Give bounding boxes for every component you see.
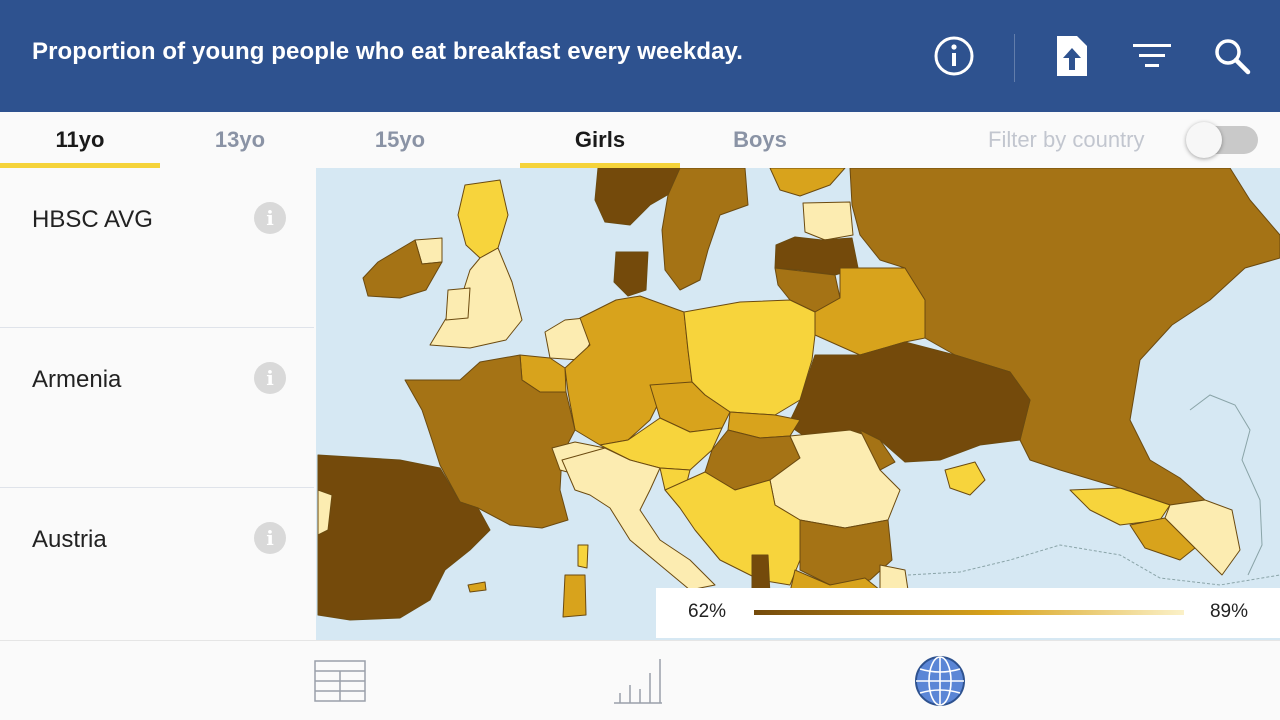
- list-item-hbsc-avg[interactable]: HBSC AVG i: [0, 168, 314, 328]
- globe-icon[interactable]: [910, 655, 970, 707]
- info-icon[interactable]: i: [254, 202, 286, 234]
- list-item-label: Austria: [32, 526, 107, 553]
- region-scotland: [457, 179, 509, 259]
- tab-girls[interactable]: Girls: [520, 112, 680, 168]
- tab-indicator: [520, 163, 680, 168]
- tab-label: Girls: [574, 127, 626, 152]
- info-icon[interactable]: [932, 34, 976, 78]
- search-icon[interactable]: [1210, 34, 1254, 78]
- table-icon[interactable]: [310, 655, 370, 707]
- coastline-caspian: [1189, 394, 1263, 576]
- region-turkey-thrace: [879, 564, 909, 591]
- tab-label: 11yo: [55, 127, 105, 152]
- region-finland: [769, 168, 846, 197]
- region-bulgaria: [799, 519, 893, 586]
- region-sweden: [661, 168, 749, 291]
- legend-max-label: 89%: [1209, 601, 1248, 622]
- tab-boys[interactable]: Boys: [680, 112, 840, 168]
- region-italy: [561, 447, 716, 591]
- tab-label: 13yo: [214, 127, 266, 152]
- filter-icon[interactable]: [1130, 34, 1174, 78]
- header-divider: [1014, 34, 1015, 82]
- filter-by-country-label: Filter by country: [988, 127, 1145, 152]
- region-denmark: [613, 251, 649, 297]
- legend-gradient-bar: [754, 610, 1184, 615]
- region-england: [429, 247, 523, 349]
- choropleth-map: [317, 168, 1280, 621]
- filter-by-country-toggle[interactable]: [1186, 122, 1258, 158]
- list-item-austria[interactable]: Austria i: [0, 488, 314, 648]
- region-balearic: [467, 581, 487, 593]
- region-spain: [317, 454, 491, 621]
- toggle-knob: [1186, 122, 1222, 158]
- page-title: Proportion of young people who eat break…: [32, 38, 743, 65]
- tab-11yo[interactable]: 11yo: [0, 112, 160, 168]
- region-france: [404, 354, 576, 529]
- region-wales: [445, 287, 471, 321]
- region-ukraine: [787, 341, 1031, 463]
- region-corsica: [577, 544, 589, 569]
- region-crimea: [944, 461, 986, 496]
- share-icon[interactable]: [1050, 34, 1094, 78]
- region-ireland: [362, 239, 443, 299]
- region-germany: [564, 295, 693, 446]
- tab-indicator: [0, 163, 160, 168]
- info-icon[interactable]: i: [254, 362, 286, 394]
- list-item-label: Armenia: [32, 366, 122, 393]
- app-header: Proportion of young people who eat break…: [0, 0, 1280, 112]
- legend-min-label: 62%: [688, 601, 727, 622]
- bottom-navigation: [0, 640, 1280, 720]
- region-azerbaijan: [1164, 499, 1241, 576]
- bar-chart-icon[interactable]: [608, 655, 668, 707]
- tab-13yo[interactable]: 13yo: [160, 112, 320, 168]
- tab-label: Boys: [733, 127, 787, 152]
- coastline-turkey: [907, 544, 1280, 586]
- region-estonia: [802, 201, 854, 241]
- list-item-armenia[interactable]: Armenia i: [0, 328, 314, 488]
- country-list: HBSC AVG i Armenia i Austria i: [0, 168, 314, 648]
- region-sardinia: [562, 574, 587, 618]
- map-legend: 62% 89%: [656, 588, 1280, 638]
- region-armenia: [1129, 517, 1196, 561]
- filter-tabs: 11yo 13yo 15yo Girls Boys Filter by coun…: [0, 112, 1280, 168]
- europe-map[interactable]: [316, 168, 1280, 640]
- list-item-label: HBSC AVG: [32, 206, 153, 233]
- region-portugal: [317, 489, 333, 536]
- region-moldova: [859, 429, 896, 471]
- tab-15yo[interactable]: 15yo: [320, 112, 480, 168]
- info-icon[interactable]: i: [254, 522, 286, 554]
- tab-label: 15yo: [374, 127, 426, 152]
